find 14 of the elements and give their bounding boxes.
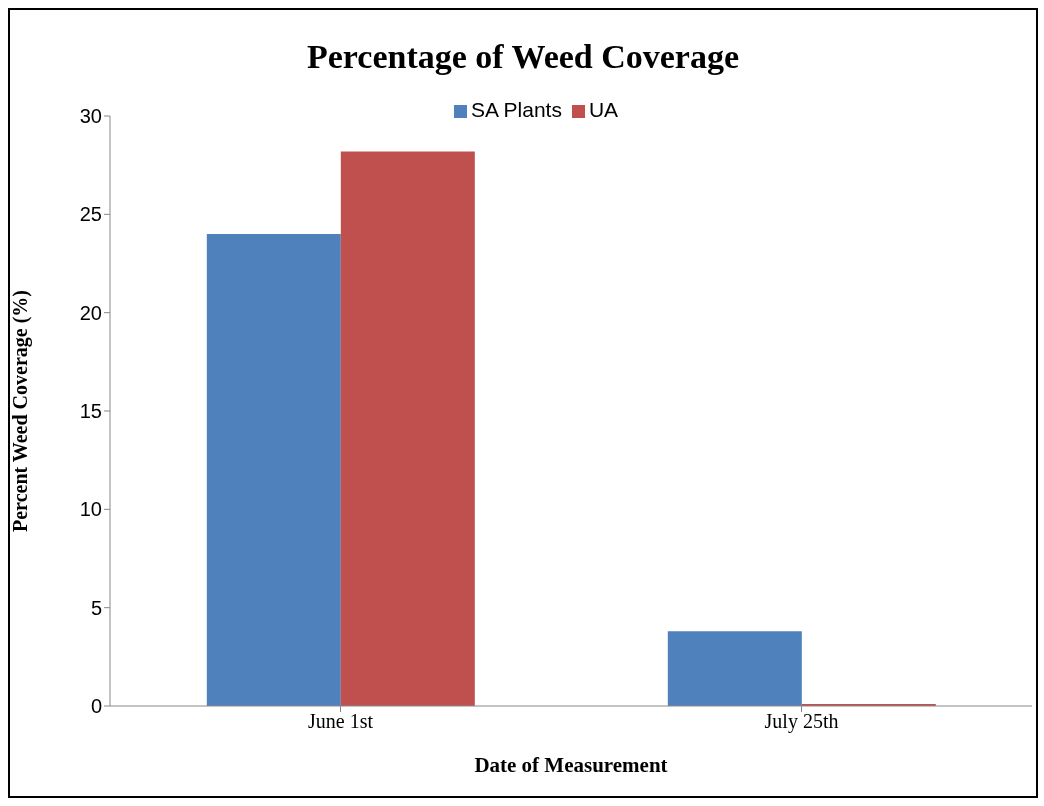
y-tick-label: 15 — [79, 400, 102, 423]
x-tick-label: June 1st — [308, 710, 374, 733]
y-tick-label: 10 — [79, 498, 102, 521]
legend-label: UA — [588, 98, 619, 121]
y-tick-label: 20 — [79, 301, 102, 324]
y-tick-label: 5 — [90, 596, 102, 619]
y-tick-label: 30 — [79, 105, 102, 128]
y-tick-label: 25 — [79, 203, 102, 226]
legend-label: SA Plants — [470, 98, 562, 121]
y-axis-title: Percent Weed Coverage (%) — [9, 290, 33, 532]
y-tick-label: 0 — [90, 695, 102, 718]
chart-title: Percentage of Weed Coverage — [305, 38, 741, 76]
x-axis-title: Date of Measurement — [474, 753, 668, 777]
x-tick-label: July 25th — [764, 710, 839, 734]
